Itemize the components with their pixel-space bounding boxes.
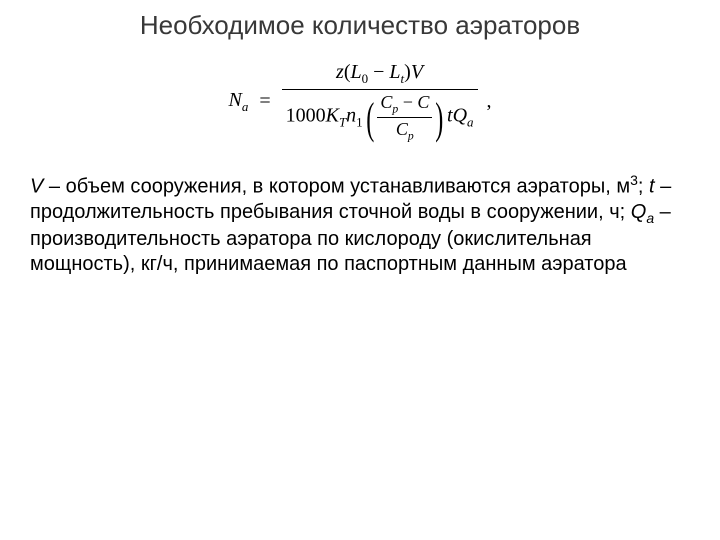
lhs-sub: a <box>242 99 249 114</box>
lhs-var: N <box>228 89 241 111</box>
denominator: 1000KTn1( Cp − C Cp )tQa <box>282 90 478 142</box>
den-n: n <box>346 105 356 127</box>
desc-V-symbol: V <box>30 176 43 198</box>
formula-container: Na = z(L0 − Lt)V 1000KTn1( Cp − C Cp )tQ… <box>30 61 690 142</box>
close-big-paren: ) <box>432 95 447 139</box>
inner-numerator: Cp − C <box>377 92 432 118</box>
numerator: z(L0 − Lt)V <box>282 61 478 90</box>
desc-V-text: – объем сооружения, в котором устанавлив… <box>43 176 630 198</box>
den-Q-sub: a <box>467 115 474 130</box>
inner-den-Cp-sub: p <box>408 129 414 142</box>
num-V: V <box>411 61 423 83</box>
description-paragraph: V – объем сооружения, в котором устанавл… <box>30 172 690 277</box>
den-Q: Q <box>453 105 467 127</box>
inner-num-minus: − <box>398 92 417 112</box>
num-open-paren: ( <box>344 61 351 83</box>
trailing-comma: , <box>483 90 492 112</box>
inner-fraction: Cp − C Cp <box>377 92 432 142</box>
desc-V-unit-sup: 3 <box>630 172 638 188</box>
equals-sign: = <box>253 90 276 112</box>
den-K: K <box>326 105 339 127</box>
inner-denominator: Cp <box>377 118 432 143</box>
open-big-paren: ( <box>363 95 378 139</box>
desc-Q-sub: а <box>646 210 654 226</box>
formula: Na = z(L0 − Lt)V 1000KTn1( Cp − C Cp )tQ… <box>228 61 491 142</box>
den-1000: 1000 <box>286 105 326 127</box>
num-L0: L <box>351 61 362 83</box>
num-minus: − <box>368 61 389 83</box>
inner-num-Cp: C <box>380 92 392 112</box>
inner-den-Cp: C <box>396 119 408 139</box>
num-z: z <box>336 61 344 83</box>
inner-num-C: C <box>417 92 429 112</box>
page-title: Необходимое количество аэраторов <box>30 10 690 41</box>
num-Lt: L <box>389 61 400 83</box>
desc-sep1: ; <box>638 176 649 198</box>
desc-Q-symbol: Q <box>631 201 647 223</box>
formula-lhs: Na <box>228 89 253 111</box>
main-fraction: z(L0 − Lt)V 1000KTn1( Cp − C Cp )tQa <box>282 61 478 142</box>
num-close-paren: ) <box>404 61 411 83</box>
